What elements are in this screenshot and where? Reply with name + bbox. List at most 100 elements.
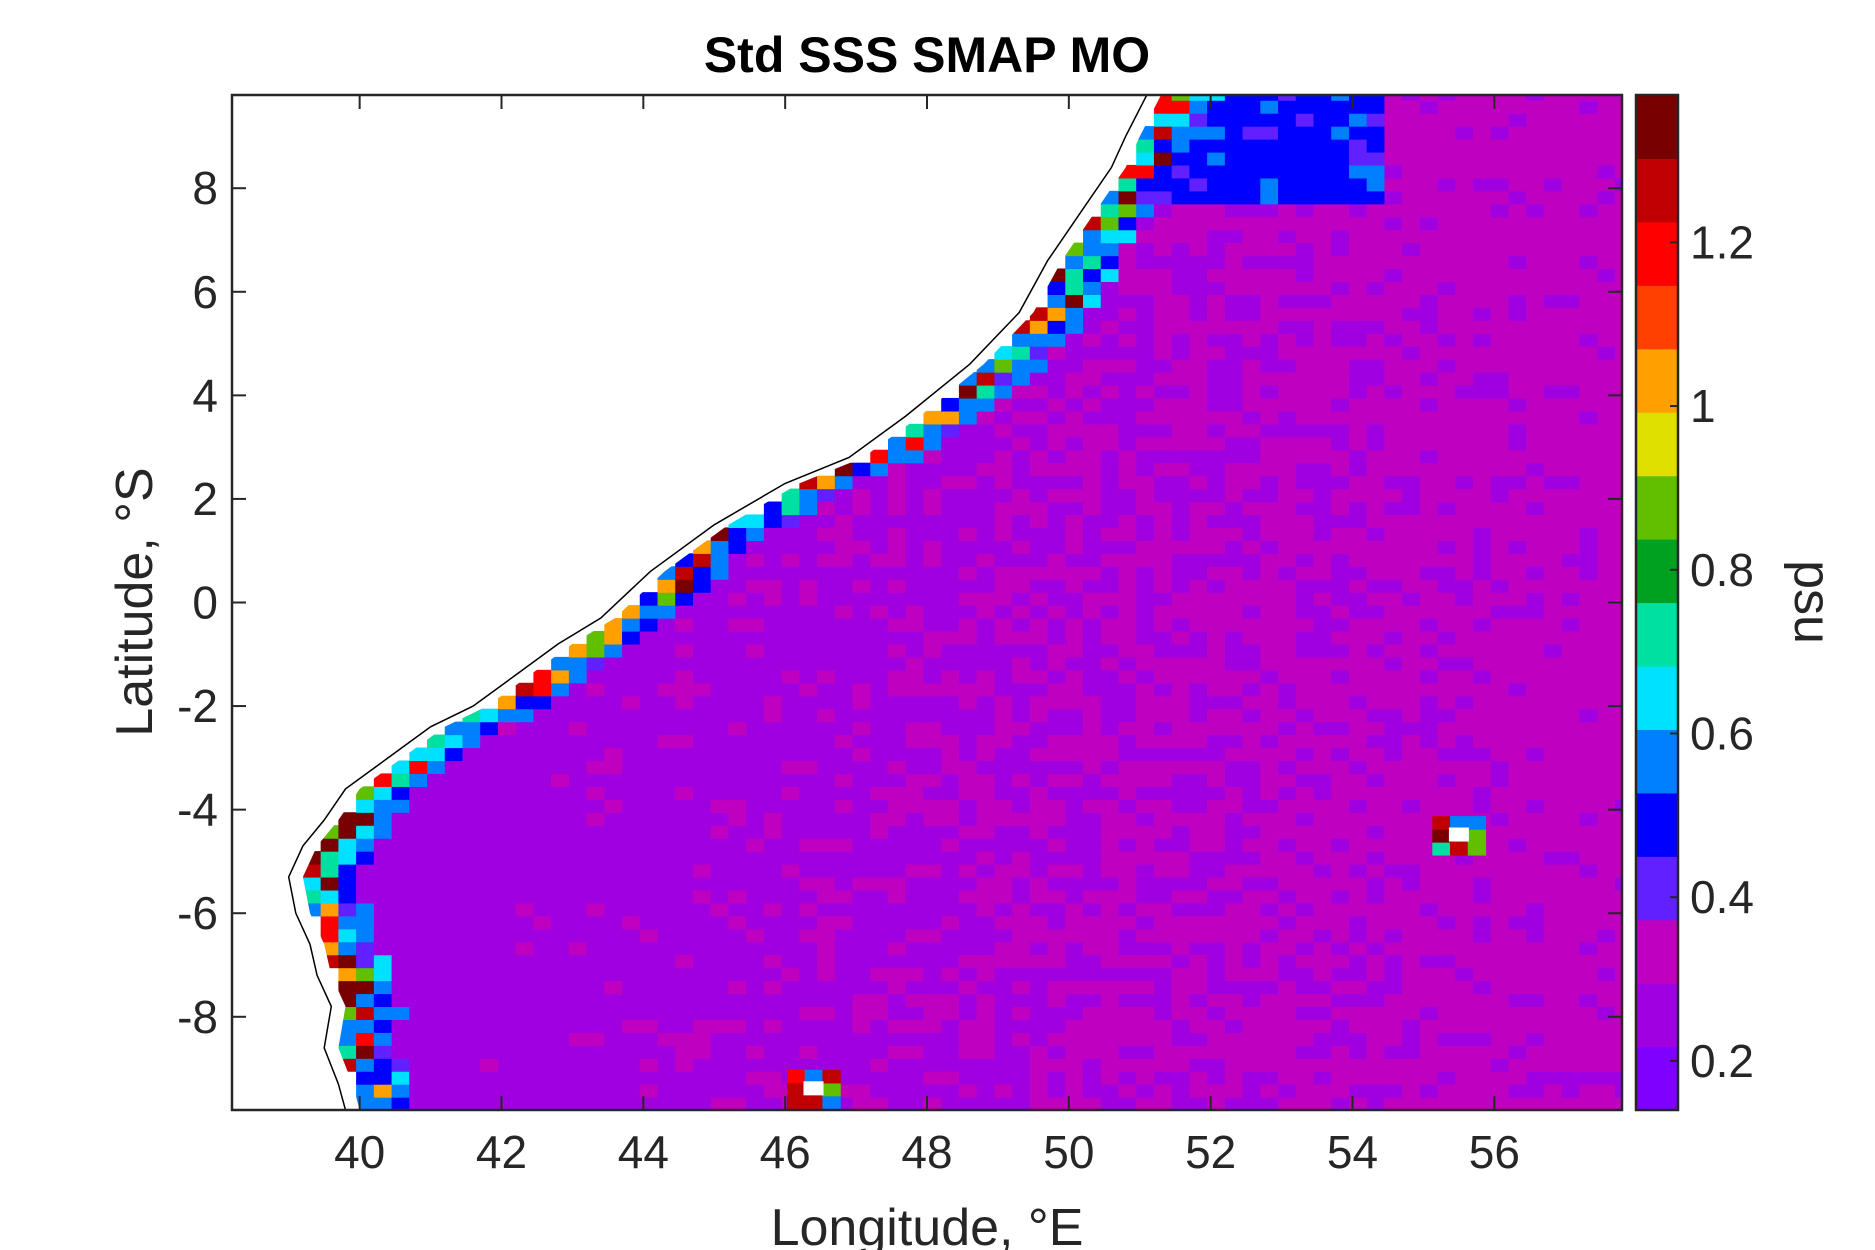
heatmap-cell	[728, 669, 747, 684]
heatmap-cell	[675, 721, 694, 736]
heatmap-cell	[1331, 747, 1350, 762]
heatmap-cell	[1579, 980, 1598, 995]
heatmap-cell	[1295, 825, 1315, 839]
heatmap-cell	[1614, 475, 1622, 490]
heatmap-cell	[533, 708, 552, 723]
heatmap-cell	[1526, 566, 1545, 580]
heatmap-cell	[1419, 397, 1439, 412]
heatmap-cell	[497, 747, 517, 762]
heatmap-cell	[1455, 993, 1474, 1008]
heatmap-cell	[1065, 656, 1084, 671]
heatmap-cell	[1384, 618, 1403, 632]
heatmap-cell	[1579, 760, 1598, 774]
heatmap-cell	[870, 501, 889, 516]
heatmap-cell	[1579, 100, 1598, 114]
heatmap-cell	[1437, 928, 1456, 943]
heatmap-cell	[1118, 1097, 1137, 1110]
heatmap-cell	[852, 825, 871, 839]
heatmap-cell	[1136, 734, 1155, 749]
heatmap-cell	[1278, 242, 1297, 257]
heatmap-cell	[675, 695, 694, 710]
heatmap-cell	[1366, 605, 1386, 619]
heatmap-cell	[462, 876, 481, 891]
heatmap-cell	[1384, 385, 1403, 399]
heatmap-cell	[1455, 643, 1474, 658]
heatmap-cell	[1526, 760, 1545, 774]
heatmap-cell	[763, 864, 783, 878]
heatmap-cell	[604, 682, 623, 697]
heatmap-cell	[515, 825, 534, 839]
heatmap-cell	[1171, 928, 1190, 943]
heatmap-cell	[1065, 915, 1084, 930]
heatmap-cell	[1561, 954, 1581, 969]
heatmap-cell	[1614, 359, 1622, 373]
heatmap-cell	[834, 954, 854, 969]
heatmap-cell	[1419, 993, 1439, 1008]
heatmap-cell	[1295, 566, 1315, 580]
heatmap-cell	[1384, 359, 1403, 373]
heatmap-cell	[1419, 216, 1439, 231]
heatmap-cell	[1614, 229, 1622, 244]
heatmap-cell	[1295, 838, 1315, 852]
heatmap-cell	[763, 928, 783, 943]
heatmap-cell	[1065, 812, 1084, 826]
heatmap-cell	[338, 902, 357, 917]
heatmap-cell	[1153, 876, 1173, 891]
heatmap-cell	[1047, 1006, 1066, 1020]
heatmap-cell	[1384, 501, 1403, 516]
heatmap-cell	[1100, 1071, 1120, 1085]
heatmap-cell	[941, 630, 960, 645]
heatmap-cell	[834, 1058, 854, 1072]
heatmap-cell	[356, 889, 375, 904]
heatmap-cell	[1012, 1084, 1031, 1098]
heatmap-cell	[1260, 190, 1279, 205]
heatmap-cell	[586, 773, 605, 787]
heatmap-cell	[710, 799, 730, 813]
heatmap-cell	[1614, 372, 1622, 386]
heatmap-cell	[1543, 294, 1563, 308]
heatmap-cell	[409, 773, 428, 787]
heatmap-cell	[976, 579, 995, 593]
heatmap-cell	[497, 864, 517, 878]
heatmap-cell	[958, 605, 978, 619]
heatmap-cell	[1579, 941, 1598, 956]
heatmap-cell	[1526, 773, 1545, 787]
heatmap-cell	[976, 1045, 995, 1059]
heatmap-cell	[1136, 760, 1155, 774]
heatmap-cell	[763, 514, 783, 529]
heatmap-cell	[958, 1097, 978, 1110]
heatmap-cell	[533, 760, 552, 774]
heatmap-cell	[941, 669, 960, 684]
heatmap-cell	[1278, 928, 1297, 943]
heatmap-cell	[1419, 229, 1439, 244]
heatmap-cell	[1402, 372, 1421, 386]
heatmap-cell	[1118, 812, 1137, 826]
heatmap-cell	[1543, 229, 1563, 244]
heatmap-cell	[994, 669, 1013, 684]
heatmap-cell	[1508, 721, 1527, 736]
heatmap-cell	[1597, 1071, 1616, 1085]
heatmap-cell	[1473, 164, 1492, 179]
heatmap-cell	[515, 915, 534, 930]
heatmap-cell	[1384, 643, 1403, 658]
heatmap-cell	[905, 708, 925, 723]
heatmap-cell	[834, 566, 854, 580]
heatmap-cell	[480, 928, 499, 943]
heatmap-cell	[1295, 721, 1315, 736]
heatmap-cell	[1614, 786, 1622, 800]
colorbar-segment	[1636, 808, 1678, 826]
heatmap-cell	[1047, 385, 1066, 399]
heatmap-cell	[1260, 372, 1279, 386]
heatmap-cell	[781, 851, 800, 865]
heatmap-cell	[958, 540, 978, 554]
heatmap-cell	[1136, 566, 1155, 580]
heatmap-cell	[1278, 203, 1297, 218]
y-tick-label: -6	[177, 887, 218, 939]
heatmap-cell	[1224, 488, 1244, 503]
colorbar-segment	[1636, 951, 1678, 968]
heatmap-cell	[1242, 307, 1261, 321]
heatmap-cell	[834, 993, 854, 1008]
heatmap-cell	[1153, 385, 1173, 399]
heatmap-cell	[1561, 488, 1581, 503]
heatmap-cell	[1153, 980, 1173, 995]
